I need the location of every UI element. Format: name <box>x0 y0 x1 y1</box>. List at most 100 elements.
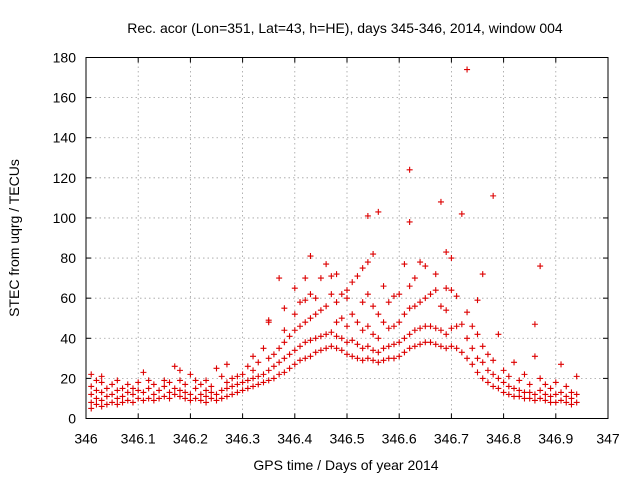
data-point <box>119 393 126 400</box>
data-point <box>124 397 131 404</box>
data-point <box>406 345 413 352</box>
data-point <box>286 333 293 340</box>
data-point <box>568 389 575 396</box>
data-point <box>297 323 304 330</box>
data-point <box>208 383 215 390</box>
data-point <box>558 397 565 404</box>
data-point <box>375 349 382 356</box>
data-point <box>213 391 220 398</box>
data-point <box>349 337 356 344</box>
data-point <box>531 391 538 398</box>
data-point <box>521 371 528 378</box>
data-point <box>250 383 257 390</box>
data-point <box>448 255 455 262</box>
data-point <box>129 385 136 392</box>
data-point <box>521 389 528 396</box>
data-point <box>458 321 465 328</box>
data-point <box>260 371 267 378</box>
data-point <box>171 363 178 370</box>
data-point <box>349 353 356 360</box>
data-points <box>88 66 580 412</box>
data-point <box>469 345 476 352</box>
data-point <box>176 367 183 374</box>
data-point <box>344 287 350 294</box>
data-point <box>359 357 366 364</box>
y-axis-title: STEC from uqrg / TECUs <box>6 159 22 317</box>
data-point <box>448 287 455 294</box>
data-point <box>119 385 126 392</box>
data-point <box>443 331 450 338</box>
data-point <box>317 333 324 340</box>
data-point <box>171 391 178 398</box>
data-point <box>526 381 533 388</box>
data-point <box>98 397 105 404</box>
data-point <box>375 359 382 366</box>
data-point <box>323 331 330 338</box>
data-point <box>270 351 277 358</box>
data-point <box>432 325 439 332</box>
data-point <box>307 353 314 360</box>
data-point <box>265 377 272 384</box>
data-point <box>432 341 439 348</box>
x-tick-label: 346.1 <box>121 431 156 447</box>
data-point <box>364 291 371 298</box>
data-point <box>385 355 392 362</box>
data-point <box>531 321 538 328</box>
data-point <box>505 383 512 390</box>
data-point <box>411 303 418 310</box>
data-point <box>244 363 251 370</box>
data-point <box>370 303 377 310</box>
data-point <box>223 393 230 400</box>
data-point <box>484 351 491 358</box>
data-point <box>490 371 497 378</box>
data-point <box>333 345 340 352</box>
data-point <box>344 339 350 346</box>
data-point <box>103 385 110 392</box>
data-point <box>197 391 204 398</box>
grid-lines <box>86 57 608 419</box>
data-point <box>427 339 434 346</box>
data-point <box>145 395 152 402</box>
data-point <box>411 343 418 350</box>
data-point <box>109 399 116 406</box>
data-point <box>135 387 142 394</box>
data-point <box>213 397 220 404</box>
data-point <box>270 363 277 370</box>
data-point <box>291 311 298 318</box>
data-point <box>323 345 330 352</box>
data-point <box>176 393 183 400</box>
data-point <box>464 309 471 316</box>
data-point <box>453 323 460 330</box>
data-point <box>317 347 324 354</box>
data-point <box>349 311 356 318</box>
data-point <box>317 307 324 314</box>
data-point <box>124 389 131 396</box>
data-point <box>114 395 121 402</box>
data-point <box>88 399 95 406</box>
data-point <box>114 377 121 384</box>
data-point <box>250 367 257 374</box>
data-point <box>93 377 100 384</box>
data-point <box>213 365 220 372</box>
data-point <box>458 210 465 217</box>
data-point <box>265 317 272 324</box>
data-point <box>547 393 554 400</box>
data-point <box>156 387 163 394</box>
data-point <box>328 273 335 280</box>
data-point <box>333 333 340 340</box>
data-point <box>291 285 298 292</box>
axis-ticks <box>85 57 609 419</box>
data-point <box>479 271 486 278</box>
data-point <box>537 387 544 394</box>
data-point <box>511 359 518 366</box>
data-point <box>88 371 95 378</box>
y-tick-label: 80 <box>60 250 76 266</box>
data-point <box>328 291 335 298</box>
data-point <box>297 343 304 350</box>
data-point <box>307 253 314 260</box>
data-point <box>218 387 225 394</box>
data-point <box>161 393 168 400</box>
data-point <box>166 379 173 386</box>
y-tick-label: 180 <box>53 50 77 66</box>
data-point <box>187 391 194 398</box>
